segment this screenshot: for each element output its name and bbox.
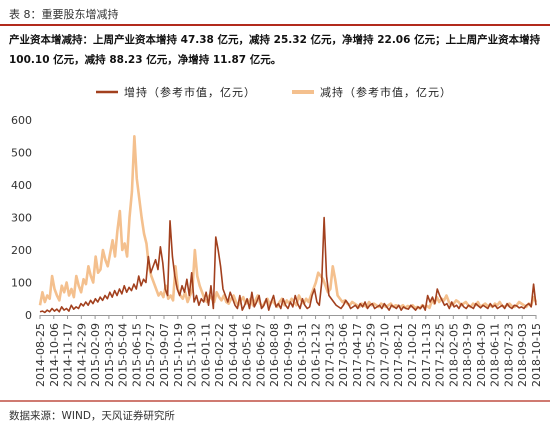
legend-label: 增持（参考市值，亿元） — [124, 85, 256, 99]
x-tick-label: 2016-04-04 — [227, 323, 240, 387]
x-tick-label: 2017-01-23 — [323, 323, 336, 387]
y-tick-label: 400 — [11, 179, 32, 192]
x-tick-label: 2014-10-06 — [48, 323, 61, 387]
x-tick-label: 2015-11-30 — [186, 323, 199, 387]
x-tick-label: 2016-12-12 — [310, 323, 323, 387]
table-label: 表 8：重要股东增减持 — [9, 8, 119, 21]
y-tick-label: 200 — [11, 244, 32, 257]
x-tick-label: 2016-08-08 — [268, 323, 281, 387]
legend-label: 减持（参考市值，亿元） — [320, 85, 452, 99]
x-tick-label: 2015-06-15 — [130, 323, 143, 387]
data-source: 数据来源：WIND，天风证券研究所 — [9, 410, 175, 422]
x-tick-label: 2017-08-21 — [392, 323, 405, 387]
y-tick-label: 300 — [11, 212, 32, 225]
x-tick-label: 2016-10-31 — [296, 323, 309, 387]
x-tick-label: 2016-09-19 — [282, 323, 295, 387]
x-tick-label: 2015-05-04 — [117, 323, 130, 387]
x-tick-label: 2017-12-25 — [434, 323, 447, 387]
x-tick-label: 2017-10-02 — [406, 323, 419, 387]
x-tick-label: 2016-06-27 — [254, 323, 267, 387]
x-tick-label: 2015-02-09 — [89, 323, 102, 387]
x-tick-label: 2018-03-19 — [461, 323, 474, 387]
series-line-increase — [39, 216, 537, 314]
x-tick-label: 2016-02-22 — [213, 323, 226, 387]
x-tick-label: 2017-03-06 — [337, 323, 350, 387]
y-tick-label: 100 — [11, 277, 32, 290]
x-tick-label: 2017-11-13 — [420, 323, 433, 387]
summary-text: 产业资本增减持：上周产业资本增持 47.38 亿元，减持 25.32 亿元，净增… — [9, 34, 541, 66]
y-tick-label: 600 — [11, 114, 32, 127]
x-tick-label: 2015-09-07 — [158, 323, 171, 387]
x-tick-label: 2018-10-15 — [530, 323, 543, 387]
x-tick-label: 2015-03-23 — [103, 323, 116, 387]
x-tick-label: 2017-07-10 — [378, 323, 391, 387]
x-tick-label: 2018-04-30 — [475, 323, 488, 387]
header-rule — [0, 24, 550, 26]
x-tick-label: 2014-08-25 — [34, 323, 47, 387]
x-tick-label: 2016-01-11 — [199, 323, 212, 387]
x-tick-label: 2014-12-29 — [75, 323, 88, 387]
x-tick-label: 2018-07-23 — [502, 323, 515, 387]
x-tick-label: 2018-02-05 — [447, 323, 460, 387]
x-tick-label: 2017-05-29 — [365, 323, 378, 387]
series-line-decrease — [38, 134, 538, 310]
x-tick-label: 2018-09-03 — [516, 323, 529, 387]
x-tick-label: 2018-06-11 — [489, 323, 502, 387]
y-tick-label: 0 — [25, 309, 32, 322]
x-tick-label: 2016-05-16 — [241, 323, 254, 387]
x-tick-label: 2017-04-17 — [351, 323, 364, 387]
x-tick-label: 2015-07-27 — [144, 323, 157, 387]
y-tick-label: 500 — [11, 147, 32, 160]
x-tick-label: 2014-11-17 — [62, 323, 75, 387]
x-tick-label: 2015-10-19 — [172, 323, 185, 387]
